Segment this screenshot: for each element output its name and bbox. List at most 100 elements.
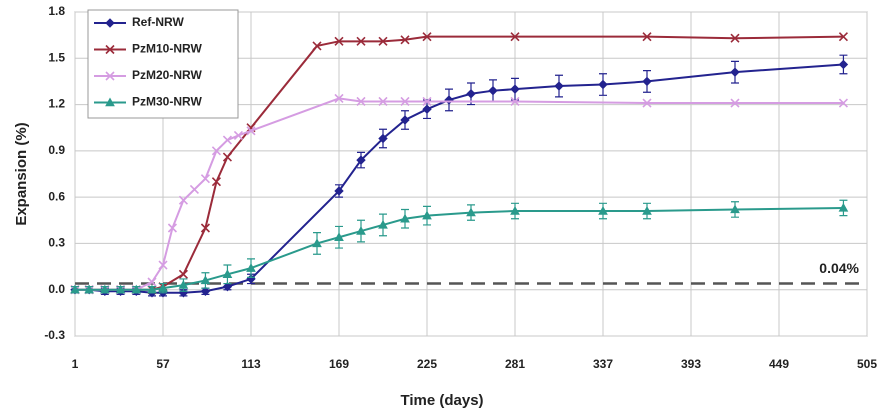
y-tick-label: 0.6 xyxy=(48,189,65,203)
marker xyxy=(356,96,366,107)
marker xyxy=(378,36,388,46)
marker xyxy=(84,284,94,294)
marker xyxy=(105,18,115,28)
marker xyxy=(158,260,168,270)
marker xyxy=(510,205,520,215)
legend-box xyxy=(87,9,239,119)
marker xyxy=(356,226,366,235)
x-axis-title: Time (days) xyxy=(400,392,483,409)
legend-label: PzM10-NRW xyxy=(132,42,202,56)
marker xyxy=(178,280,189,289)
marker xyxy=(554,81,564,91)
reference-label: 0.04% xyxy=(819,260,859,276)
marker xyxy=(334,186,344,196)
marker xyxy=(334,93,344,103)
marker xyxy=(642,205,652,215)
x-tick-label: 393 xyxy=(681,357,701,371)
marker xyxy=(838,59,849,70)
marker xyxy=(730,33,740,43)
marker xyxy=(211,146,221,156)
marker xyxy=(400,96,410,107)
marker xyxy=(147,284,157,294)
marker xyxy=(189,184,199,194)
marker xyxy=(466,89,476,99)
y-tick-label: 1.2 xyxy=(48,97,65,111)
marker xyxy=(312,238,322,248)
marker xyxy=(838,202,849,212)
marker xyxy=(222,269,233,278)
legend-label: PzM20-NRW xyxy=(132,68,202,82)
marker xyxy=(105,71,115,81)
marker xyxy=(510,96,520,107)
x-tick-label: 169 xyxy=(329,357,349,371)
marker xyxy=(178,269,188,279)
marker xyxy=(147,277,157,287)
marker xyxy=(167,223,177,233)
legend-label: PzM30-NRW xyxy=(132,95,202,109)
marker xyxy=(378,133,388,144)
marker xyxy=(730,98,740,108)
marker xyxy=(488,85,498,96)
legend: Ref-NRW PzM10-NRW PzM20-NRW PzM30-NRW xyxy=(87,9,239,119)
x-tick-label: 337 xyxy=(593,357,613,371)
marker xyxy=(510,84,520,94)
marker xyxy=(642,32,652,42)
marker xyxy=(838,98,848,108)
y-tick-label: 0.3 xyxy=(48,236,65,250)
marker xyxy=(444,95,454,105)
x-tick-label: 113 xyxy=(241,357,261,371)
marker xyxy=(246,263,256,272)
marker xyxy=(334,232,344,241)
marker xyxy=(211,177,221,187)
marker xyxy=(200,223,210,233)
y-tick-label: -0.3 xyxy=(44,328,65,342)
marker xyxy=(730,204,740,214)
y-tick-label: 0.9 xyxy=(48,143,65,157)
marker xyxy=(466,207,476,217)
marker xyxy=(598,205,608,215)
marker xyxy=(178,195,188,205)
marker xyxy=(70,284,80,294)
marker xyxy=(422,32,432,42)
marker xyxy=(100,284,110,294)
marker xyxy=(356,155,366,165)
y-tick-label: 1.5 xyxy=(48,50,65,64)
marker xyxy=(356,36,366,46)
marker xyxy=(422,104,432,114)
marker xyxy=(222,281,233,292)
marker xyxy=(730,67,740,77)
x-tick-label: 57 xyxy=(156,357,170,371)
marker xyxy=(598,79,608,90)
marker xyxy=(105,97,115,107)
marker xyxy=(378,219,388,229)
legend-label: Ref-NRW xyxy=(132,15,184,29)
marker xyxy=(422,210,432,220)
x-tick-label: 449 xyxy=(769,357,789,371)
marker xyxy=(200,174,210,184)
marker xyxy=(200,286,211,296)
marker xyxy=(642,98,652,108)
marker xyxy=(222,152,232,162)
marker xyxy=(200,275,211,285)
x-tick-label: 225 xyxy=(417,357,437,371)
x-tick-label: 505 xyxy=(857,357,877,371)
marker xyxy=(378,96,388,107)
marker xyxy=(400,115,410,125)
marker xyxy=(105,44,115,55)
marker xyxy=(422,96,432,107)
y-tick-label: 1.8 xyxy=(48,4,65,18)
x-tick-label: 281 xyxy=(505,357,525,371)
y-tick-label: 0.0 xyxy=(48,282,65,296)
y-axis-title: Expansion (%) xyxy=(13,122,30,225)
marker xyxy=(158,283,168,292)
marker xyxy=(400,35,410,45)
marker xyxy=(838,32,848,42)
marker xyxy=(400,213,410,223)
marker xyxy=(312,41,322,51)
marker xyxy=(115,284,126,294)
marker xyxy=(233,130,243,140)
marker xyxy=(510,32,520,42)
marker xyxy=(334,36,344,46)
marker xyxy=(131,284,142,294)
